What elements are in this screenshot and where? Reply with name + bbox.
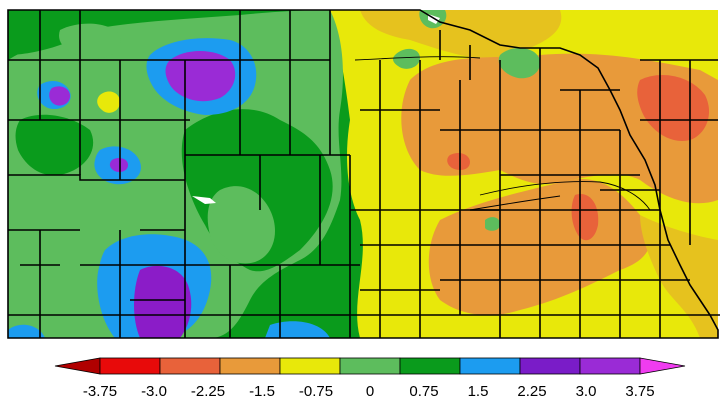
- legend-tick-label: -2.25: [191, 383, 225, 400]
- legend-swatch: [339, 357, 401, 375]
- region-lightgreen-ne1: [498, 48, 541, 79]
- region-purple-west: [49, 86, 70, 106]
- legend-swatch: [519, 357, 581, 375]
- legend-tick-label: 3.75: [625, 383, 654, 400]
- region-orange-red-center: [447, 152, 470, 170]
- legend-tick-label: 1.5: [468, 383, 489, 400]
- region-orange-red-east: [637, 75, 710, 141]
- legend-arrow-left: [54, 357, 101, 375]
- legend-tick-label: -3.75: [83, 383, 117, 400]
- region-lightgreen-ne2: [393, 48, 420, 69]
- legend-swatch: [459, 357, 521, 375]
- lake-patch: [192, 196, 216, 204]
- region-blue-southwest: [8, 324, 45, 338]
- legend-tick-label: -1.5: [249, 383, 275, 400]
- legend-tick-label: 3.0: [576, 383, 597, 400]
- region-yellow-west-small: [97, 91, 120, 113]
- region-lightgreen-northwest: [59, 23, 121, 59]
- region-purple-north: [165, 51, 236, 102]
- region-darkgreen-west-band: [15, 114, 94, 176]
- legend-tick-label: 2.25: [517, 383, 546, 400]
- legend-swatch: [579, 357, 641, 375]
- anomaly-map: [7, 9, 720, 339]
- region-yellow-orange-north: [360, 10, 562, 60]
- legend-swatch: [99, 357, 161, 375]
- legend-ticks: -3.75 -3.0 -2.25 -1.5 -0.75 0 0.75 1.5 2.25 3.0 3.…: [83, 383, 655, 400]
- region-orange-red-se: [571, 194, 599, 241]
- legend-tick-label: -0.75: [299, 383, 333, 400]
- legend-bar: [54, 357, 686, 375]
- legend-arrow-right: [639, 357, 686, 375]
- legend-tick-label: -3.0: [141, 383, 167, 400]
- rivers: [354, 56, 651, 211]
- legend-tick-label: 0: [366, 383, 374, 400]
- legend-swatch: [399, 357, 461, 375]
- legend-tick-label: 0.75: [409, 383, 438, 400]
- legend-swatch: [219, 357, 281, 375]
- legend-swatch: [159, 357, 221, 375]
- region-purple-central: [109, 157, 128, 173]
- region-blue-southcentral: [265, 321, 330, 338]
- region-lightgreen-center-east: [485, 217, 501, 231]
- color-legend: -3.75 -3.0 -2.25 -1.5 -0.75 0 0.75 1.5 2.25 3.0 3.…: [0, 348, 720, 414]
- legend-swatch: [279, 357, 341, 375]
- region-purple-south: [134, 265, 192, 338]
- county-borders: [7, 9, 720, 339]
- region-lightgreen-central-blob: [207, 186, 275, 264]
